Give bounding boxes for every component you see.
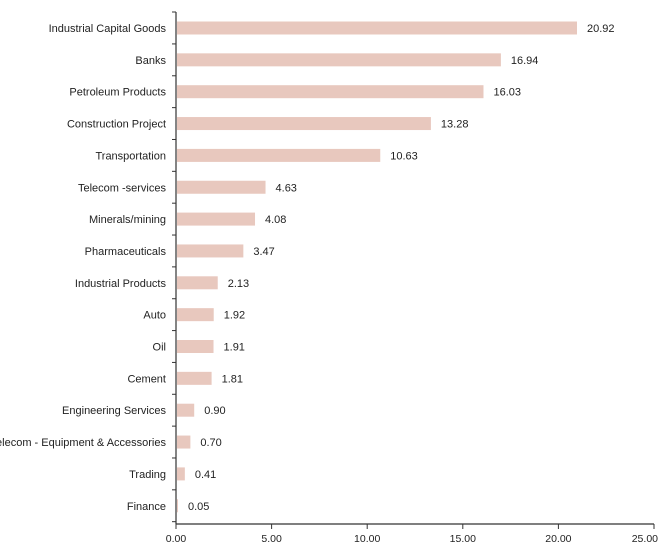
category-label: Telecom - Equipment & Accessories (0, 437, 166, 449)
bar (177, 499, 178, 513)
bar (177, 403, 195, 417)
category-label: Banks (135, 55, 166, 67)
value-label: 4.08 (265, 214, 286, 226)
category-label: Cement (127, 373, 166, 385)
axes-group (172, 11, 654, 525)
value-label: 16.03 (493, 87, 521, 99)
category-label: Petroleum Products (69, 87, 166, 99)
x-tick-label: 5.00 (261, 533, 282, 545)
x-ticks-group: 0.00 5.00 10.00 15.00 20.00 25.00 (166, 524, 658, 545)
value-label: 16.94 (511, 55, 539, 67)
value-label: 0.70 (200, 437, 221, 449)
category-label: Oil (153, 342, 166, 354)
bar (177, 244, 244, 258)
category-label: Finance (127, 501, 166, 513)
bar (177, 180, 266, 194)
category-label: Industrial Products (75, 278, 167, 290)
value-label: 10.63 (390, 150, 418, 162)
bar (177, 371, 212, 385)
value-label: 3.47 (253, 246, 274, 258)
bar (177, 276, 218, 290)
bar (177, 21, 577, 35)
bar (177, 148, 381, 162)
category-label: Construction Project (67, 119, 166, 131)
x-tick-label: 25.00 (632, 533, 658, 545)
category-label: Trading (129, 469, 166, 481)
category-label: Telecom -services (78, 182, 167, 194)
category-label: Auto (143, 310, 166, 322)
value-label: 13.28 (441, 119, 469, 131)
value-label: 0.41 (195, 469, 216, 481)
x-tick-label: 10.00 (354, 533, 380, 545)
category-label: Transportation (95, 150, 166, 162)
value-label: 0.05 (188, 501, 209, 513)
bar (177, 340, 214, 353)
category-label: Industrial Capital Goods (49, 23, 167, 35)
value-label: 4.63 (276, 182, 297, 194)
x-tick-label: 0.00 (166, 533, 187, 545)
value-label: 1.91 (224, 342, 245, 354)
value-label: 1.81 (222, 373, 243, 385)
category-label: Minerals/mining (89, 214, 166, 226)
bar (177, 85, 484, 99)
value-labels: 20.92 16.94 16.03 13.28 10.63 4.63 4.08 3.47 2.1… (188, 23, 615, 513)
bar (177, 467, 185, 481)
bar (177, 212, 256, 226)
category-labels: Industrial Capital Goods Banks Petroleum P… (0, 23, 166, 513)
bar (177, 117, 431, 131)
category-label: Pharmaceuticals (85, 246, 167, 258)
bar (177, 308, 214, 322)
value-label: 1.92 (224, 310, 245, 322)
category-label: Engineering Services (62, 405, 166, 417)
x-tick-label: 15.00 (450, 533, 476, 545)
value-label: 0.90 (204, 405, 225, 417)
value-label: 2.13 (228, 278, 249, 290)
x-tick-label: 20.00 (545, 533, 571, 545)
bar (177, 435, 191, 449)
value-label: 20.92 (587, 23, 615, 35)
bars-group (177, 21, 577, 513)
bar (177, 53, 501, 67)
